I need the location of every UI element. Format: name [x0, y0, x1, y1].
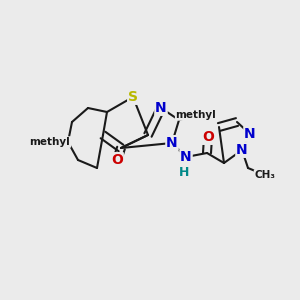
- Text: H: H: [179, 166, 189, 178]
- Text: N: N: [166, 136, 178, 150]
- Text: N: N: [180, 150, 192, 164]
- Text: O: O: [202, 130, 214, 144]
- Text: S: S: [128, 90, 138, 104]
- Text: N: N: [244, 127, 256, 141]
- Text: CH₃: CH₃: [254, 170, 275, 180]
- Text: methyl: methyl: [30, 137, 70, 147]
- Text: methyl: methyl: [176, 110, 216, 120]
- Text: N: N: [236, 143, 248, 157]
- Text: N: N: [155, 101, 167, 115]
- Text: O: O: [111, 153, 123, 167]
